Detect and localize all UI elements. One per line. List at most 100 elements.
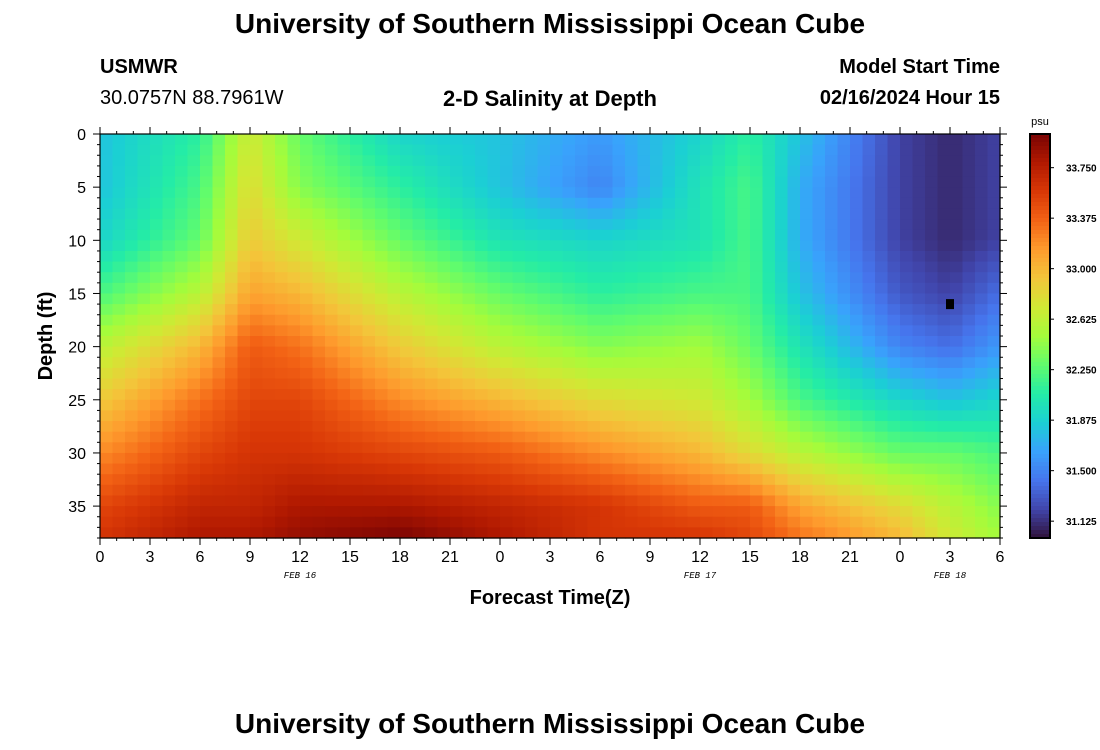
heatmap-cell [312,421,326,433]
heatmap-cell [350,229,364,241]
heatmap-cell [225,431,239,443]
heatmap-cell [325,421,339,433]
heatmap-cell [537,452,551,465]
heatmap-cell [312,176,326,188]
heatmap-cell [950,314,964,326]
heatmap-cell [137,516,151,528]
heatmap-cell [875,410,889,422]
heatmap-cell [750,155,764,167]
heatmap-cell [737,304,751,316]
colorbar-swatch [1030,322,1050,327]
heatmap-cell [937,165,951,178]
heatmap-cell [500,421,514,433]
heatmap-cell [987,378,1001,390]
heatmap-cell [262,219,276,231]
heatmap-cell [750,367,764,380]
heatmap-cell [800,442,814,454]
heatmap-cell [325,219,339,231]
heatmap-cell [887,378,901,390]
heatmap-cell [912,389,926,401]
colorbar-swatch [1030,430,1050,435]
colorbar-swatch [1030,174,1050,179]
colorbar-swatch [1030,162,1050,167]
heatmap-cell [187,293,201,305]
heatmap-cell [925,474,939,486]
heatmap-cell [937,346,951,358]
heatmap-cell [587,250,601,263]
heatmap-cell [975,304,989,316]
heatmap-cell [400,516,414,528]
heatmap-cell [975,282,989,295]
heatmap-cell [100,357,114,369]
heatmap-cell [437,314,451,326]
heatmap-cell [962,452,976,465]
heatmap-cell [975,261,989,273]
heatmap-cell [712,389,726,401]
heatmap-cell [400,452,414,465]
heatmap-cell [100,240,114,252]
heatmap-cell [825,378,839,390]
heatmap-cell [837,357,851,369]
heatmap-cell [175,293,189,305]
heatmap-cell [237,293,251,305]
heatmap-cell [287,336,301,348]
heatmap-cell [550,410,564,422]
heatmap-cell [800,431,814,443]
heatmap-cell [475,378,489,390]
heatmap-cell [750,399,764,412]
heatmap-cell [550,399,564,412]
heatmap-cell [100,134,114,146]
colorbar-swatch [1030,442,1050,447]
heatmap-cell [612,410,626,422]
heatmap-cell [912,484,926,497]
heatmap-cell [187,346,201,358]
heatmap-cell [200,484,214,497]
heatmap-cell [437,165,451,178]
heatmap-cell [812,474,826,486]
heatmap-cell [637,378,651,390]
heatmap-cell [575,144,589,156]
heatmap-cell [525,197,539,210]
heatmap-cell [775,250,789,263]
colorbar-swatch [1030,514,1050,519]
heatmap-cell [525,229,539,241]
heatmap-cell [575,187,589,199]
heatmap-cell [775,516,789,528]
heatmap-cell [837,208,851,220]
heatmap-cell [950,399,964,412]
heatmap-cell [725,367,739,380]
heatmap-cell [362,282,376,295]
heatmap-cell [187,155,201,167]
heatmap-cell [750,442,764,454]
heatmap-cell [425,474,439,486]
heatmap-cell [300,516,314,528]
station-marker [946,299,954,310]
heatmap-cell [412,336,426,348]
heatmap-cell [587,293,601,305]
heatmap-cell [262,410,276,422]
heatmap-cell [700,261,714,273]
heatmap-cell [662,187,676,199]
heatmap-cell [312,134,326,146]
heatmap-cell [962,463,976,475]
heatmap-cell [475,516,489,528]
heatmap-cell [637,495,651,507]
heatmap-cell [887,474,901,486]
heatmap-cell [975,506,989,518]
heatmap-cell [600,240,614,252]
heatmap-cell [225,219,239,231]
heatmap-cell [612,282,626,295]
heatmap-cell [625,293,639,305]
heatmap-cell [112,176,126,188]
heatmap-cell [900,325,914,337]
heatmap-cell [225,474,239,486]
heatmap-cell [362,229,376,241]
heatmap-cell [950,219,964,231]
heatmap-cell [575,516,589,528]
heatmap-cell [600,165,614,178]
heatmap-cell [600,219,614,231]
heatmap-cell [437,304,451,316]
heatmap-cell [975,272,989,284]
heatmap-cell [950,452,964,465]
heatmap-cell [950,495,964,507]
